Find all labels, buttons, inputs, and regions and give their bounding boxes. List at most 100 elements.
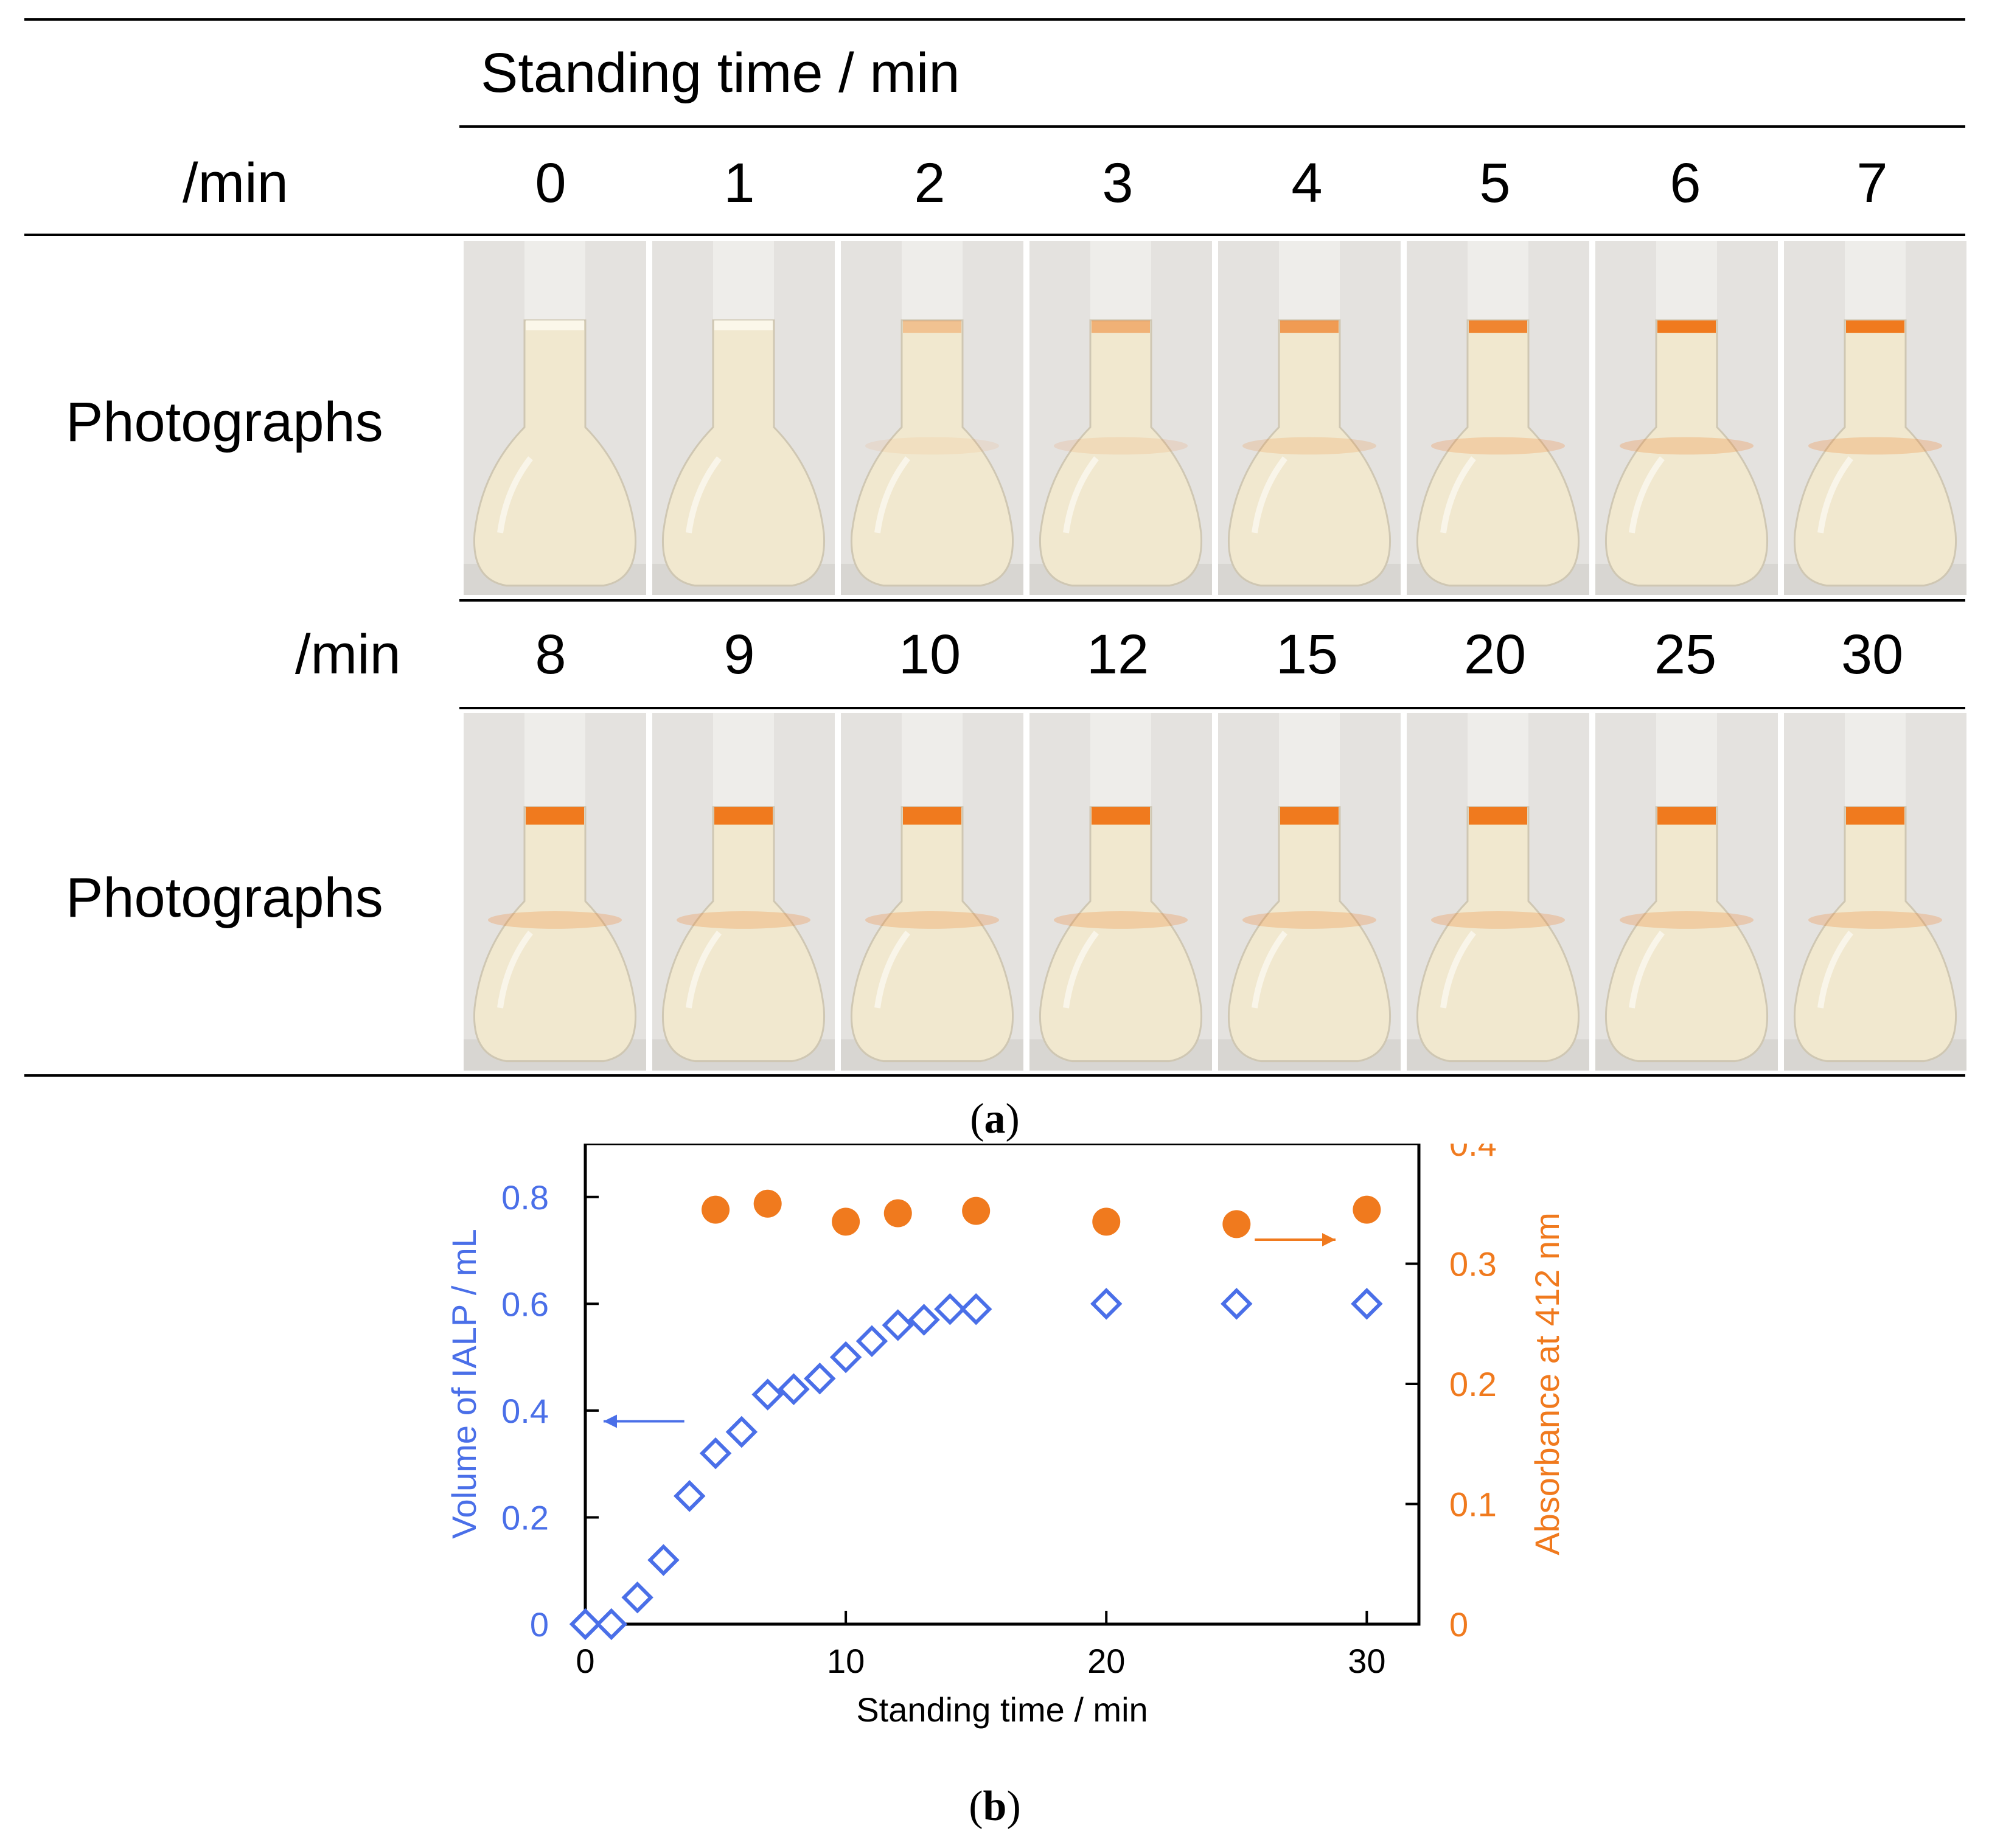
y-axis-right-label: Absorbance at 412 nm	[1528, 1212, 1566, 1555]
y-left-tick-label: 0.8	[501, 1178, 549, 1217]
caption-b: (b)	[969, 1783, 1021, 1830]
y-left-tick-label: 0.6	[501, 1285, 549, 1323]
absorbance-point	[1353, 1195, 1381, 1224]
time-label: 15	[1275, 624, 1339, 686]
ialp-volume-point	[751, 1378, 784, 1411]
ialp-volume-point	[1090, 1288, 1123, 1320]
unit-label-row1: /min	[183, 152, 288, 214]
y-left-tick-label: 0.2	[501, 1498, 549, 1537]
flask-photograph	[1407, 241, 1589, 595]
ialp-volume-point	[908, 1304, 940, 1336]
series-absorbance	[702, 1189, 1381, 1238]
row1-header-rule	[24, 234, 1965, 236]
y-right-tick-label: 0.3	[1449, 1245, 1497, 1284]
right-axis-arrow	[1255, 1233, 1336, 1246]
caption-b-letter: b	[983, 1783, 1007, 1830]
caption-a: (a)	[970, 1096, 1020, 1142]
x-axis-label: Standing time / min	[856, 1690, 1148, 1729]
ialp-volume-point	[829, 1341, 862, 1374]
flask-photograph	[1407, 713, 1589, 1071]
row1-bottom-rule	[459, 599, 1965, 602]
ialp-volume-point	[855, 1325, 888, 1358]
ialp-volume-point	[882, 1309, 914, 1341]
time-label: 20	[1463, 624, 1527, 686]
time-label: 5	[1479, 152, 1511, 214]
photographs-label-row2: Photographs	[66, 867, 383, 929]
y-right-tick-label: 0.4	[1449, 1144, 1497, 1163]
time-label: 0	[535, 152, 566, 214]
absorbance-point	[753, 1189, 782, 1218]
ialp-volume-point	[725, 1416, 758, 1448]
header-underline	[459, 125, 1965, 128]
time-label: 6	[1670, 152, 1701, 214]
flask-photograph	[1784, 241, 1966, 595]
chart-tick-labels: 0 10 20 30 0 0.2 0.4 0.6 0.8 0 0.1 0.2 0.3 0.4	[501, 1144, 1497, 1680]
ialp-volume-point	[621, 1581, 653, 1614]
ialp-volume-point	[778, 1373, 810, 1406]
x-tick-label: 10	[827, 1642, 865, 1680]
time-label: 30	[1841, 624, 1904, 686]
series-ialp-volume	[569, 1288, 1383, 1641]
ialp-volume-absorbance-chart: 0 10 20 30 0 0.2 0.4 0.6 0.8 0 0.1 0.2 0.3 0.4 Standi…	[445, 1144, 1566, 1729]
table-bottom-rule	[24, 1074, 1965, 1077]
flask-photograph	[1595, 713, 1778, 1071]
y-right-tick-label: 0	[1449, 1605, 1468, 1644]
time-label: 9	[723, 624, 755, 686]
time-label: 12	[1086, 624, 1149, 686]
flask-photograph	[652, 241, 835, 595]
x-tick-label: 0	[576, 1642, 594, 1680]
ialp-volume-point	[595, 1608, 628, 1641]
absorbance-point	[832, 1207, 860, 1236]
flask-photograph	[1218, 241, 1401, 595]
flask-photograph	[464, 713, 646, 1071]
flask-photograph	[1218, 713, 1401, 1071]
ialp-volume-point	[960, 1293, 992, 1325]
time-label: 10	[898, 624, 961, 686]
time-label: 25	[1654, 624, 1717, 686]
plot-frame	[583, 1144, 1421, 1626]
flask-photograph	[1029, 713, 1212, 1071]
flask-photograph	[1784, 713, 1966, 1071]
x-tick-label: 30	[1348, 1642, 1385, 1680]
y-left-tick-label: 0	[530, 1605, 549, 1644]
time-label: 1	[723, 152, 755, 214]
time-label: 7	[1856, 152, 1888, 214]
flask-photograph	[841, 713, 1023, 1071]
ialp-volume-point	[674, 1480, 706, 1512]
arrow-head	[603, 1414, 617, 1428]
flask-photograph	[464, 241, 646, 595]
absorbance-point	[1222, 1210, 1251, 1238]
ialp-volume-point	[934, 1293, 966, 1325]
flask-photograph	[1029, 241, 1212, 595]
row2-header-rule	[459, 707, 1965, 709]
flask-photograph	[1595, 241, 1778, 595]
ialp-volume-point	[1351, 1288, 1383, 1320]
y-right-tick-label: 0.1	[1449, 1485, 1497, 1524]
chart-arrows	[603, 1233, 1336, 1428]
arrow-head	[1322, 1233, 1336, 1246]
flask-photograph	[652, 713, 835, 1071]
time-label: 8	[535, 624, 566, 686]
time-label: 3	[1102, 152, 1134, 214]
absorbance-point	[883, 1199, 912, 1228]
flask-photograph	[841, 241, 1023, 595]
table-top-rule	[24, 18, 1965, 21]
caption-a-letter: a	[984, 1096, 1006, 1142]
absorbance-point	[962, 1197, 991, 1225]
absorbance-point	[702, 1195, 730, 1224]
ialp-volume-point	[647, 1544, 680, 1576]
unit-label-row2: /min	[295, 624, 401, 686]
time-label: 4	[1291, 152, 1323, 214]
ialp-volume-point	[569, 1608, 602, 1641]
left-axis-arrow	[603, 1414, 684, 1428]
y-left-tick-label: 0.4	[501, 1392, 549, 1430]
y-axis-left-label: Volume of IALP / mL	[445, 1229, 483, 1538]
y-right-tick-label: 0.2	[1449, 1365, 1497, 1403]
ialp-volume-point	[699, 1437, 732, 1470]
x-tick-label: 20	[1087, 1642, 1125, 1680]
standing-time-header: Standing time / min	[481, 42, 960, 104]
ialp-volume-point	[804, 1362, 836, 1395]
photographs-label-row1: Photographs	[66, 391, 383, 453]
chart-series	[569, 1189, 1383, 1641]
ialp-volume-point	[1221, 1288, 1253, 1320]
